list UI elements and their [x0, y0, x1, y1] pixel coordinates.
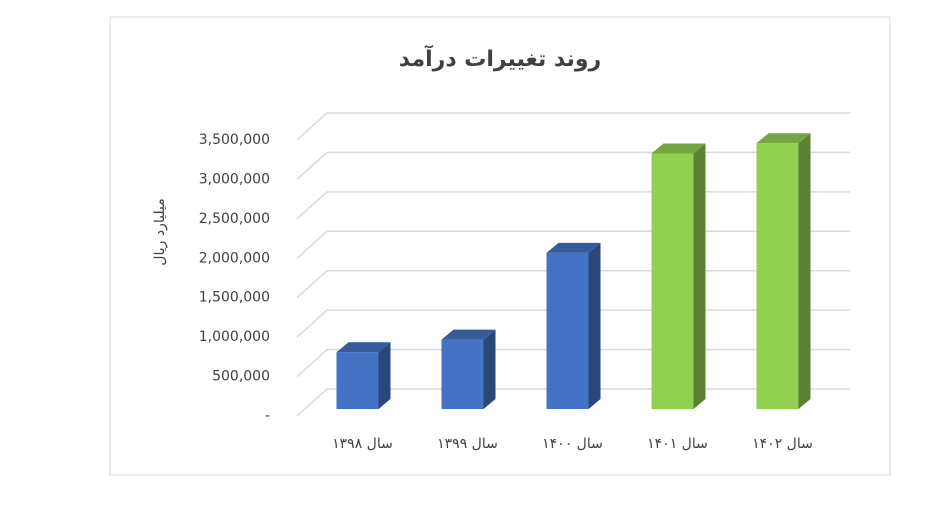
bar: [336, 352, 379, 409]
bar: [756, 143, 799, 409]
bar-side: [798, 133, 811, 409]
bar-top: [546, 242, 601, 253]
y-tick-label: -: [265, 408, 270, 424]
bar-side: [378, 342, 391, 409]
y-tick-label: 2,000,000: [199, 250, 270, 266]
bar: [546, 252, 589, 409]
grid-line: [296, 112, 850, 141]
y-tick-label: 3,000,000: [199, 171, 270, 187]
y-tick-label: 3,500,000: [199, 132, 270, 148]
x-tick-label: سال ۱۴۰۲: [752, 436, 813, 452]
y-tick-label: 1,500,000: [199, 290, 270, 306]
x-tick-label: سال ۱۳۹۸: [332, 436, 393, 452]
x-tick-label: سال ۱۳۹۹: [437, 436, 498, 452]
x-tick-label: سال ۱۴۰۰: [542, 436, 603, 452]
bar-top: [756, 133, 811, 144]
bar: [651, 153, 694, 409]
x-tick-label: سال ۱۴۰۱: [647, 436, 708, 452]
bar-top: [336, 342, 391, 353]
y-axis-label: میلیارد ریال: [152, 198, 168, 265]
bar-top: [651, 143, 706, 154]
bar: [441, 339, 484, 409]
y-tick-label: 1,000,000: [199, 329, 270, 345]
chart-title: روند تغییرات درآمد: [399, 44, 601, 72]
bar-side: [693, 143, 706, 409]
bar-top: [441, 329, 496, 340]
bar-side: [588, 242, 601, 409]
bar-side: [483, 329, 496, 409]
y-tick-label: 500,000: [212, 369, 270, 385]
y-tick-label: 2,500,000: [199, 211, 270, 227]
